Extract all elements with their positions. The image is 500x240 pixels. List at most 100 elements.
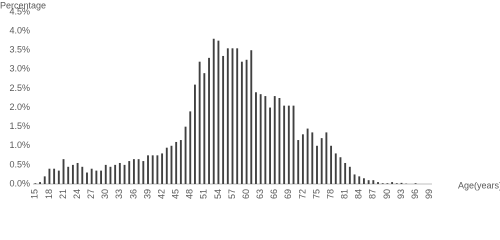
x-tick-label: 90 bbox=[382, 189, 392, 199]
bar bbox=[170, 145, 173, 184]
y-tick-label: 0.5% bbox=[9, 159, 30, 169]
bar bbox=[372, 180, 375, 184]
bar bbox=[57, 170, 60, 184]
x-tick-label: 99 bbox=[424, 189, 434, 199]
x-tick-label: 81 bbox=[340, 189, 350, 199]
x-tick-label: 27 bbox=[86, 189, 96, 199]
bar bbox=[231, 48, 234, 184]
x-tick-label: 66 bbox=[269, 189, 279, 199]
bar bbox=[104, 164, 107, 184]
x-tick-label: 36 bbox=[128, 189, 138, 199]
bar bbox=[344, 162, 347, 184]
bar bbox=[76, 162, 79, 184]
bar bbox=[217, 40, 220, 184]
x-tick-label: 18 bbox=[44, 189, 54, 199]
bar bbox=[236, 48, 239, 184]
bar bbox=[189, 111, 192, 184]
x-tick-label: 63 bbox=[255, 189, 265, 199]
bar bbox=[156, 155, 159, 184]
bar bbox=[67, 166, 70, 184]
bar bbox=[53, 168, 56, 184]
y-tick-label: 2.5% bbox=[9, 83, 30, 93]
bar bbox=[132, 159, 135, 184]
x-tick-label: 84 bbox=[354, 189, 364, 199]
bar bbox=[62, 159, 65, 184]
bar bbox=[43, 176, 46, 184]
x-tick-label: 15 bbox=[30, 189, 40, 199]
bar bbox=[339, 157, 342, 184]
bar bbox=[391, 182, 394, 184]
bar bbox=[123, 164, 126, 184]
bar bbox=[151, 155, 154, 184]
bar bbox=[301, 134, 304, 184]
y-tick-label: 1.5% bbox=[9, 121, 30, 131]
bar bbox=[297, 140, 300, 184]
bar bbox=[381, 183, 384, 184]
bar bbox=[377, 182, 379, 184]
y-tick-label: 1.0% bbox=[9, 140, 30, 150]
bar bbox=[86, 172, 88, 184]
chart-title: Percentage bbox=[0, 0, 46, 10]
bar bbox=[348, 166, 351, 184]
bar bbox=[34, 183, 37, 184]
bar bbox=[71, 164, 74, 184]
bar bbox=[226, 48, 229, 184]
y-tick-label: 2.0% bbox=[9, 102, 30, 112]
x-tick-label: 42 bbox=[156, 189, 166, 199]
bar bbox=[161, 153, 164, 184]
x-tick-label: 33 bbox=[114, 189, 124, 199]
bar bbox=[147, 155, 149, 184]
bar bbox=[165, 147, 168, 184]
bar bbox=[175, 141, 178, 184]
bar bbox=[400, 182, 403, 184]
x-tick-label: 30 bbox=[100, 189, 110, 199]
bar bbox=[414, 183, 417, 184]
bar bbox=[184, 126, 187, 184]
bar bbox=[137, 159, 140, 184]
bar bbox=[325, 132, 328, 184]
x-tick-label: 21 bbox=[58, 189, 68, 199]
bar bbox=[273, 96, 276, 184]
bar bbox=[330, 145, 333, 184]
y-tick-label: 3.5% bbox=[9, 45, 30, 55]
bar bbox=[222, 55, 225, 185]
x-tick-label: 87 bbox=[368, 189, 378, 199]
bar bbox=[264, 96, 267, 184]
x-tick-label: 93 bbox=[396, 189, 406, 199]
bar bbox=[358, 176, 361, 184]
bar bbox=[90, 168, 93, 184]
bar bbox=[353, 174, 356, 184]
x-tick-label: 45 bbox=[171, 189, 181, 199]
x-tick-label: 60 bbox=[241, 189, 251, 199]
bar bbox=[283, 105, 286, 184]
x-tick-label: 72 bbox=[297, 189, 307, 199]
bar bbox=[142, 161, 145, 184]
bar bbox=[245, 59, 248, 184]
bar bbox=[292, 105, 295, 184]
bar bbox=[118, 162, 121, 184]
x-tick-label: 78 bbox=[325, 189, 335, 199]
chart: Percentage Age(years) 0.0% 0.5% 1.0% 1.5% 2.… bbox=[0, 0, 500, 199]
bar bbox=[208, 57, 210, 184]
bar bbox=[48, 168, 51, 184]
bar bbox=[109, 166, 112, 184]
y-tick-label: 3.0% bbox=[9, 64, 30, 74]
bar bbox=[100, 170, 103, 184]
x-tick-label: 48 bbox=[185, 189, 195, 199]
bar bbox=[194, 84, 196, 184]
bar bbox=[212, 38, 215, 184]
y-tick-label: 4.0% bbox=[9, 25, 30, 35]
bar bbox=[179, 140, 182, 184]
bar bbox=[128, 161, 131, 184]
bar bbox=[367, 180, 370, 184]
bar bbox=[255, 92, 257, 184]
bar bbox=[287, 105, 290, 184]
x-tick-label: 51 bbox=[199, 189, 209, 199]
bar bbox=[320, 138, 323, 184]
bar bbox=[316, 145, 318, 184]
bar bbox=[306, 128, 309, 184]
x-tick-label: 39 bbox=[142, 189, 152, 199]
x-axis-label: Age(years) bbox=[458, 180, 500, 190]
y-tick-label: 0.0% bbox=[9, 178, 30, 188]
bar bbox=[362, 178, 365, 184]
